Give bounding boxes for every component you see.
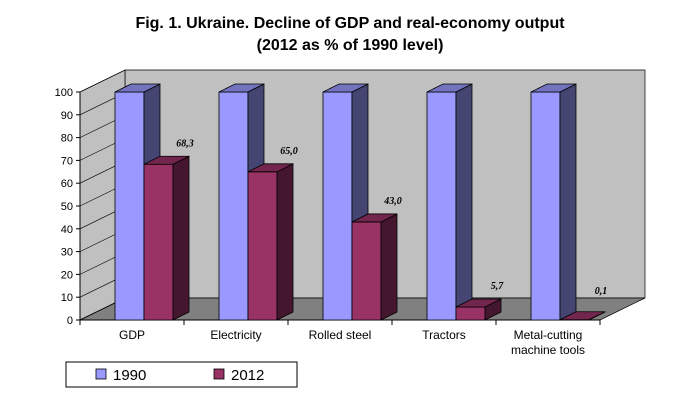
y-tick-label: 20 [61,269,73,281]
bar-2012 [559,311,606,321]
y-tick-label: 100 [55,87,73,99]
bars: 68,3 65,0 43,0 5,7 0,1 [114,83,608,321]
category-labels: GDP Electricity Rolled steel Tractors Metal-… [119,328,585,357]
bar-1990 [530,83,577,321]
y-tick-label: 70 [61,155,73,167]
y-tick-label: 30 [61,247,73,259]
chart-subtitle: (2012 as % of 1990 level) [257,37,444,54]
bar-2012 [455,298,502,321]
data-label-2012: 68,3 [176,138,194,149]
y-tick-label: 60 [61,178,73,190]
legend-swatch [213,368,225,380]
y-tick-label: 80 [61,133,73,145]
y-tick-label: 40 [61,224,73,236]
legend: 1990 2012 [65,361,298,388]
legend-label: 2012 [231,367,264,384]
category-label: Tractors [422,328,466,342]
data-label-2012: 43,0 [383,196,402,207]
bar-2012 [143,155,190,321]
legend-swatch [95,368,107,380]
y-tick-label: 90 [61,110,73,122]
legend-label: 1990 [113,367,146,384]
chart-title: Fig. 1. Ukraine. Decline of GDP and real… [135,15,565,32]
category-label: Rolled steel [309,328,372,342]
y-tick-label: 50 [61,201,73,213]
category-label: Metal-cutting [514,328,583,342]
bar-1990 [426,83,473,321]
category-label: Electricity [210,328,261,342]
y-tick-label: 10 [61,292,73,304]
data-label-2012: 65,0 [280,146,298,157]
data-label-2012: 0,1 [595,286,608,297]
data-label-2012: 5,7 [491,281,505,292]
bar-2012 [351,213,398,321]
y-tick-depth-line [79,69,126,93]
category-label: machine tools [511,343,585,357]
y-tick-label: 0 [67,315,73,327]
bar-2012 [247,163,294,321]
category-label: GDP [119,328,145,342]
